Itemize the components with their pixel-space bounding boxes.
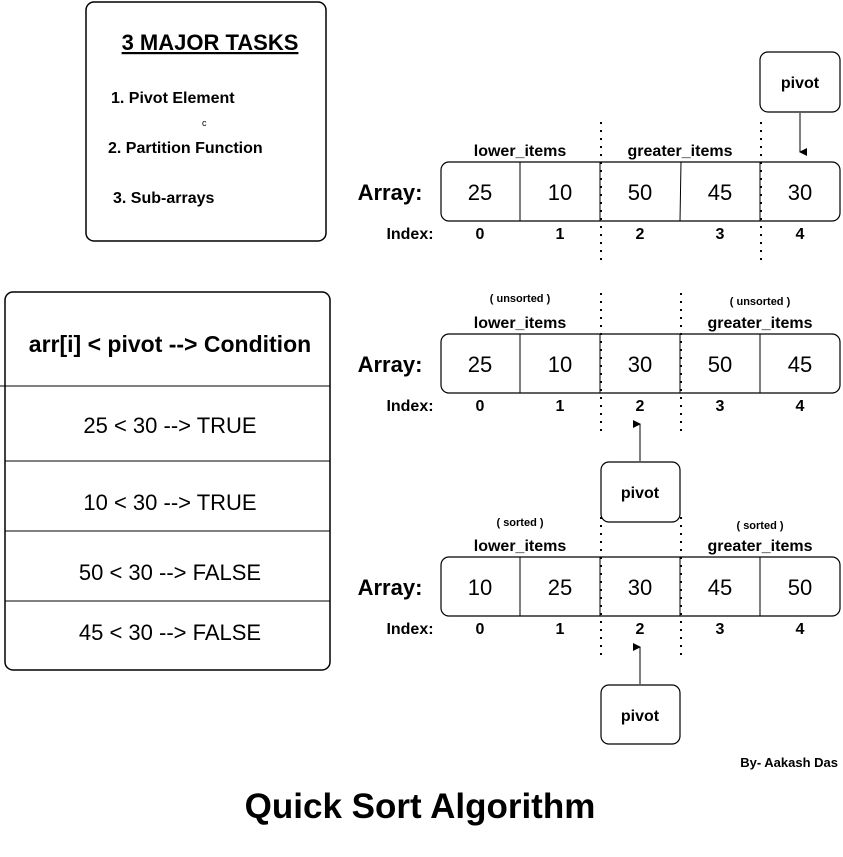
array-cell: 10 — [468, 575, 492, 600]
lower-items-label: lower_items — [474, 315, 567, 332]
array-step-2: ( unsorted ) ( unsorted ) lower_items gr… — [358, 293, 841, 523]
index-value: 2 — [636, 226, 645, 243]
index-value: 0 — [476, 226, 485, 243]
condition-row: 25 < 30 --> TRUE — [83, 413, 256, 438]
tasks-box: 3 MAJOR TASKS 1. Pivot Element c 2. Part… — [85, 1, 327, 242]
tasks-title: 3 MAJOR TASKS — [122, 30, 299, 55]
array-cell: 25 — [468, 180, 492, 205]
index-value: 4 — [796, 226, 805, 243]
pivot-label: pivot — [781, 75, 820, 92]
condition-table: arr[i] < pivot --> Condition 25 < 30 -->… — [0, 291, 331, 671]
greater-items-label: greater_items — [628, 143, 733, 160]
array-frame — [440, 333, 841, 394]
array-cell: 25 — [468, 352, 492, 377]
pivot-label: pivot — [621, 485, 660, 502]
array-cell: 50 — [788, 575, 812, 600]
array-cell: 10 — [548, 180, 572, 205]
array-cell: 30 — [628, 575, 652, 600]
index-value: 2 — [636, 621, 645, 638]
index-value: 2 — [636, 398, 645, 415]
lower-note: ( sorted ) — [496, 517, 543, 529]
array-cell: 30 — [628, 352, 652, 377]
lower-items-label: lower_items — [474, 538, 567, 555]
pivot-box — [600, 461, 681, 523]
array-cell: 50 — [708, 352, 732, 377]
index-label: Index: — [386, 226, 433, 243]
diagram-title: Quick Sort Algorithm — [245, 787, 596, 826]
greater-note: ( unsorted ) — [730, 296, 791, 308]
array-label: Array: — [358, 575, 423, 600]
index-value: 4 — [796, 621, 805, 638]
index-value: 1 — [556, 226, 565, 243]
array-step-1: pivot lower_items greater_items Array: 2… — [358, 51, 841, 262]
lower-items-label: lower_items — [474, 143, 567, 160]
index-value: 0 — [476, 621, 485, 638]
index-value: 1 — [556, 398, 565, 415]
index-value: 4 — [796, 398, 805, 415]
index-value: 1 — [556, 621, 565, 638]
array-cell: 45 — [708, 575, 732, 600]
index-value: 3 — [716, 226, 725, 243]
array-cell: 45 — [708, 180, 732, 205]
pivot-box — [600, 684, 681, 745]
array-frame — [440, 556, 841, 617]
greater-items-label: greater_items — [708, 315, 813, 332]
pivot-label: pivot — [621, 708, 660, 725]
array-label: Array: — [358, 352, 423, 377]
array-cell: 45 — [788, 352, 812, 377]
array-cell: 50 — [628, 180, 652, 205]
stray-mark: c — [202, 118, 207, 128]
index-label: Index: — [386, 621, 433, 638]
task-item-pivot: 1. Pivot Element — [111, 90, 235, 107]
lower-note: ( unsorted ) — [490, 293, 551, 305]
index-value: 3 — [716, 398, 725, 415]
pivot-box — [759, 51, 841, 113]
condition-row: 10 < 30 --> TRUE — [83, 490, 256, 515]
index-value: 3 — [716, 621, 725, 638]
greater-note: ( sorted ) — [736, 520, 783, 532]
array-cell: 10 — [548, 352, 572, 377]
array-cell: 25 — [548, 575, 572, 600]
array-label: Array: — [358, 180, 423, 205]
index-value: 0 — [476, 398, 485, 415]
array-cell: 30 — [788, 180, 812, 205]
task-item-partition: 2. Partition Function — [108, 140, 263, 157]
array-frame — [440, 161, 841, 222]
condition-row: 50 < 30 --> FALSE — [79, 560, 261, 585]
index-label: Index: — [386, 398, 433, 415]
condition-header: arr[i] < pivot --> Condition — [29, 331, 311, 357]
greater-items-label: greater_items — [708, 538, 813, 555]
credit-text: By- Aakash Das — [740, 755, 838, 770]
array-step-3: ( sorted ) ( sorted ) lower_items greate… — [358, 517, 841, 745]
task-item-subarrays: 3. Sub-arrays — [113, 190, 214, 207]
condition-row: 45 < 30 --> FALSE — [79, 620, 261, 645]
